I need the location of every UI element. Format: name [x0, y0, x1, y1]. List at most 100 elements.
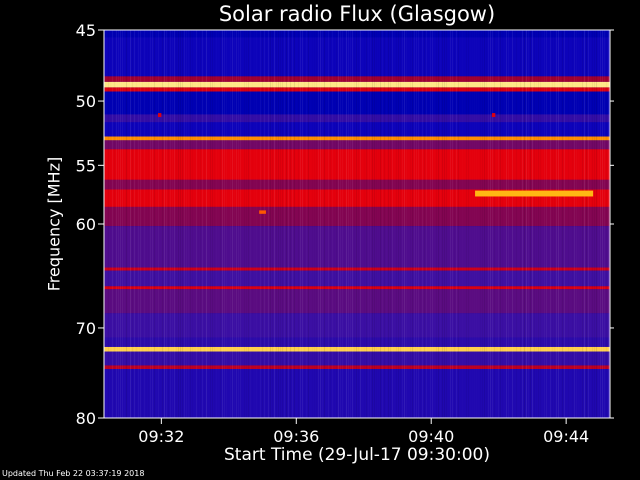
noise-column: [528, 30, 529, 418]
noise-column: [134, 30, 135, 418]
noise-column: [600, 30, 601, 418]
noise-column: [506, 30, 507, 418]
noise-column: [520, 30, 521, 418]
noise-column: [482, 30, 483, 418]
noise-column: [556, 30, 557, 418]
noise-column: [300, 30, 301, 418]
noise-column: [498, 30, 499, 418]
noise-column: [228, 30, 229, 418]
chart-title: Solar radio Flux (Glasgow): [218, 2, 496, 26]
noise-column: [342, 30, 343, 418]
noise-column: [302, 30, 303, 418]
noise-column: [330, 30, 331, 418]
x-tick-label: 09:40: [408, 427, 454, 446]
noise-column: [168, 30, 169, 418]
noise-column: [262, 30, 263, 418]
y-tick-label: 80: [76, 409, 96, 428]
noise-column: [376, 30, 377, 418]
noise-column: [286, 30, 287, 418]
noise-column: [544, 30, 545, 418]
noise-column: [222, 30, 223, 418]
frequency-band: [104, 37, 610, 77]
x-axis-label: Start Time (29-Jul-17 09:30:00): [224, 445, 490, 465]
radio-bursts: [157, 113, 594, 214]
noise-column: [264, 30, 265, 418]
noise-column: [200, 30, 201, 418]
noise-column: [242, 30, 243, 418]
noise-column: [108, 30, 109, 418]
noise-column: [606, 30, 607, 418]
noise-column: [214, 30, 215, 418]
noise-column: [322, 30, 323, 418]
noise-column: [154, 30, 155, 418]
noise-column: [138, 30, 139, 418]
noise-column: [456, 30, 457, 418]
noise-column: [578, 30, 579, 418]
noise-column: [158, 30, 159, 418]
noise-column: [260, 30, 261, 418]
noise-column: [386, 30, 387, 418]
noise-column: [156, 30, 157, 418]
noise-column: [378, 30, 379, 418]
noise-column: [368, 30, 369, 418]
frequency-bands: [104, 30, 610, 418]
radio-burst: [259, 210, 266, 214]
noise-column: [474, 30, 475, 418]
noise-column: [258, 30, 259, 418]
noise-column: [464, 30, 465, 418]
noise-column: [244, 30, 245, 418]
noise-column: [534, 30, 535, 418]
noise-column: [414, 30, 415, 418]
noise-column: [296, 30, 297, 418]
y-axis-label: Frequency [MHz]: [44, 156, 64, 292]
noise-column: [186, 30, 187, 418]
noise-column: [206, 30, 207, 418]
radio-burst: [491, 113, 496, 118]
noise-column: [320, 30, 321, 418]
noise-column: [198, 30, 199, 418]
noise-column: [110, 30, 111, 418]
frequency-band: [104, 346, 610, 352]
noise-column: [358, 30, 359, 418]
noise-column: [404, 30, 405, 418]
noise-column: [418, 30, 419, 418]
noise-column: [306, 30, 307, 418]
noise-column: [294, 30, 295, 418]
noise-column: [426, 30, 427, 418]
noise-column: [230, 30, 231, 418]
noise-column: [328, 30, 329, 418]
frequency-band: [104, 286, 610, 290]
noise-column: [570, 30, 571, 418]
noise-column: [452, 30, 453, 418]
noise-column: [326, 30, 327, 418]
noise-column: [336, 30, 337, 418]
noise-column: [388, 30, 389, 418]
frequency-band: [104, 369, 610, 418]
noise-column: [444, 30, 445, 418]
noise-column: [500, 30, 501, 418]
noise-column: [508, 30, 509, 418]
noise-column: [430, 30, 431, 418]
noise-column: [428, 30, 429, 418]
noise-column: [224, 30, 225, 418]
noise-column: [480, 30, 481, 418]
noise-column: [540, 30, 541, 418]
noise-column: [354, 30, 355, 418]
x-tick-label: 09:36: [273, 427, 319, 446]
noise-column: [380, 30, 381, 418]
noise-column: [582, 30, 583, 418]
noise-column: [310, 30, 311, 418]
noise-column: [218, 30, 219, 418]
noise-column: [454, 30, 455, 418]
noise-column: [292, 30, 293, 418]
noise-column: [128, 30, 129, 418]
noise-column: [172, 30, 173, 418]
noise-column: [568, 30, 569, 418]
noise-column: [284, 30, 285, 418]
noise-column: [362, 30, 363, 418]
noise-column: [334, 30, 335, 418]
noise-column: [150, 30, 151, 418]
noise-column: [494, 30, 495, 418]
noise-column: [560, 30, 561, 418]
noise-column: [398, 30, 399, 418]
